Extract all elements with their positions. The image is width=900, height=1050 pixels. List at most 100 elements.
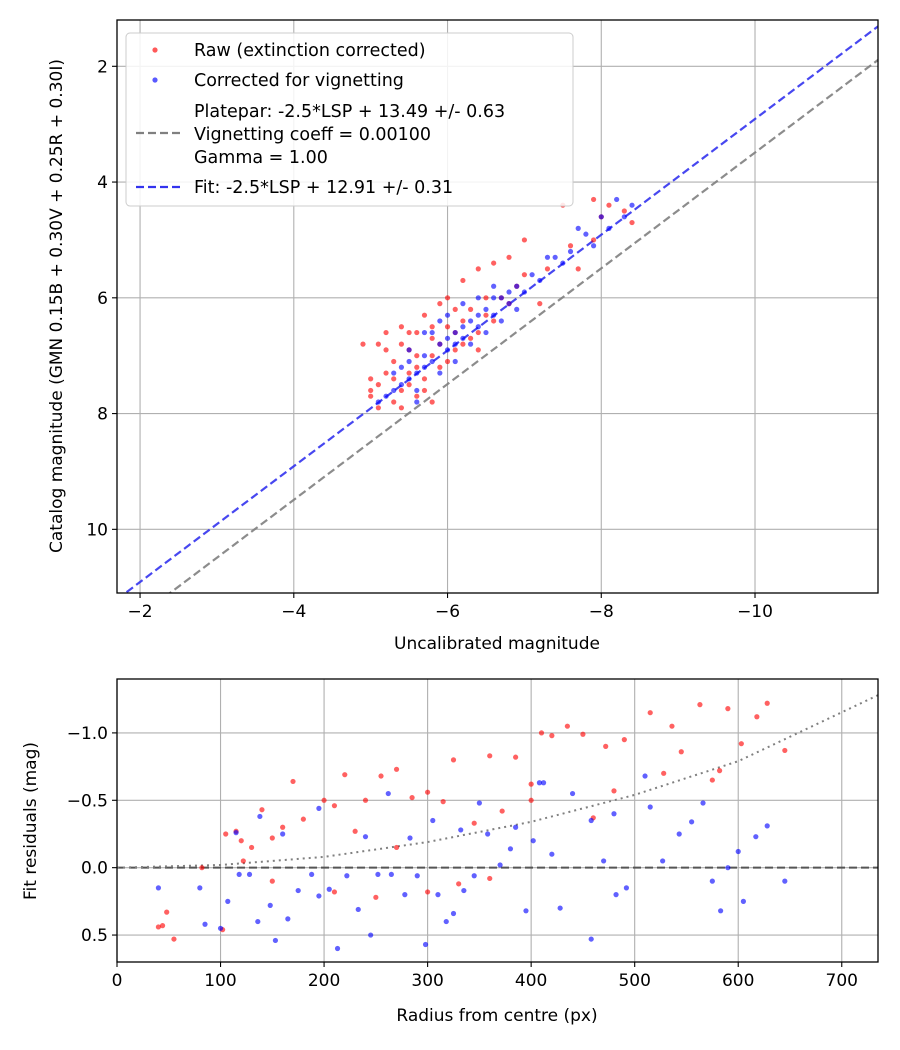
- top-x-tick-label: −8: [589, 602, 614, 622]
- raw-point: [429, 399, 435, 405]
- raw-point: [342, 772, 348, 778]
- corrected-point: [540, 780, 547, 786]
- raw-point: [491, 318, 497, 324]
- corrected-point: [569, 790, 576, 797]
- corrected-point: [461, 887, 467, 894]
- corrected-point: [560, 260, 566, 266]
- corrected-point: [513, 824, 519, 830]
- corrected-point: [437, 370, 443, 376]
- raw-point: [429, 324, 435, 330]
- corrected-point: [764, 823, 770, 829]
- corrected-point: [611, 811, 617, 817]
- raw-point: [544, 266, 551, 272]
- bot-x-tick-label: 300: [411, 971, 443, 991]
- raw-point: [456, 881, 462, 887]
- raw-point: [425, 889, 431, 895]
- corrected-point: [421, 353, 428, 359]
- raw-point: [678, 749, 684, 755]
- corrected-point: [613, 892, 619, 898]
- raw-point: [159, 923, 166, 929]
- top-y-tick-label: 10: [86, 520, 108, 540]
- corrected-point: [753, 834, 759, 840]
- corrected-point: [406, 358, 412, 365]
- raw-point: [164, 909, 170, 915]
- raw-point: [373, 894, 379, 900]
- raw-point: [409, 794, 415, 801]
- raw-point: [549, 733, 555, 739]
- corrected-point: [334, 945, 341, 952]
- corrected-point: [267, 902, 273, 909]
- raw-point: [398, 324, 405, 330]
- raw-point: [738, 741, 744, 747]
- raw-point: [259, 807, 265, 813]
- legend-marker-corrected: [152, 77, 158, 83]
- corrected-point: [497, 862, 503, 868]
- raw-point: [528, 797, 534, 803]
- residuals-chart: 0 100 200 300 400 500 600 700 0.5 0.0 −0.5 −1.0 Ra…: [21, 678, 879, 1026]
- raw-point: [269, 878, 275, 884]
- corrected-point: [476, 800, 482, 806]
- corrected-point: [236, 871, 242, 878]
- legend-box: [125, 32, 574, 207]
- top-x-tick-label: −10: [737, 602, 773, 622]
- corrected-point: [583, 231, 589, 237]
- raw-point: [661, 770, 667, 776]
- raw-point: [398, 387, 405, 394]
- line-fit: [123, 25, 878, 593]
- raw-point: [782, 747, 788, 754]
- corrected-point: [740, 898, 747, 904]
- corrected-point: [295, 887, 301, 894]
- raw-point: [567, 243, 574, 249]
- raw-point: [378, 773, 384, 779]
- residuals-reference-lines: [117, 694, 878, 869]
- corrected-point: [344, 873, 350, 879]
- raw-point: [280, 824, 286, 830]
- corrected-point: [506, 301, 512, 307]
- corrected-point: [460, 301, 466, 307]
- raw-point: [414, 364, 420, 370]
- corrected-point: [718, 908, 724, 914]
- corrected-point: [326, 886, 332, 892]
- raw-point: [669, 723, 675, 729]
- corrected-point: [485, 831, 491, 837]
- corrected-point: [536, 780, 543, 786]
- legend-label-platepar: Platepar: -2.5*LSP + 13.49 +/- 0.63: [194, 102, 505, 122]
- raw-point: [491, 260, 497, 266]
- raw-point: [499, 808, 505, 814]
- raw-point: [248, 844, 255, 851]
- corrected-point: [676, 831, 682, 837]
- corrected-point: [467, 341, 474, 347]
- corrected-point: [272, 937, 279, 944]
- legend-label-raw: Raw (extinction corrected): [194, 41, 426, 61]
- legend-marker-raw: [152, 47, 158, 53]
- raw-point: [606, 202, 612, 208]
- corrected-point: [475, 312, 481, 318]
- raw-point: [321, 797, 327, 803]
- raw-point: [421, 312, 428, 318]
- corrected-point: [782, 878, 788, 884]
- corrected-point: [514, 306, 520, 312]
- corrected-point: [414, 387, 420, 394]
- bot-x-tick-label: 400: [515, 971, 547, 991]
- corrected-point: [257, 813, 263, 820]
- residuals-y-ticks: 0.5 0.0 −0.5 −1.0: [67, 724, 117, 946]
- corrected-point: [437, 318, 443, 324]
- raw-point: [331, 803, 338, 809]
- corrected-point: [552, 254, 558, 260]
- corrected-point: [255, 918, 261, 925]
- corrected-point: [217, 925, 224, 931]
- raw-point: [398, 341, 405, 347]
- corrected-point: [246, 871, 253, 878]
- raw-point: [716, 768, 723, 774]
- raw-point: [429, 335, 435, 341]
- bot-x-tick-label: 700: [826, 971, 858, 991]
- raw-point: [406, 329, 412, 336]
- raw-point: [444, 295, 451, 301]
- corrected-point: [523, 908, 529, 914]
- raw-point: [452, 306, 458, 312]
- corrected-point: [452, 358, 458, 365]
- corrected-point: [233, 830, 239, 836]
- corrected-point: [460, 324, 466, 330]
- raw-point: [611, 788, 617, 794]
- top-y-tick-label: 6: [97, 289, 108, 309]
